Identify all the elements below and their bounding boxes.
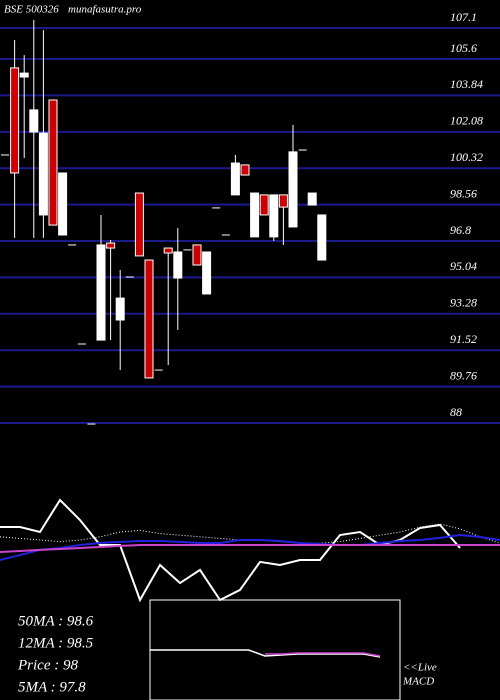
- y-tick-label: 102.08: [450, 114, 483, 128]
- stat-label: 12MA : 98.5: [18, 635, 94, 651]
- y-tick-label: 89.76: [450, 368, 477, 382]
- y-tick-label: 88: [450, 405, 462, 419]
- candle-body: [19, 72, 29, 78]
- candle-body: [144, 259, 154, 379]
- candle-body: [134, 192, 144, 257]
- candle-body: [29, 109, 39, 133]
- candle-body: [115, 297, 125, 321]
- candle-body: [288, 151, 298, 228]
- candle-body: [106, 242, 116, 249]
- y-tick-label: 96.8: [450, 223, 471, 237]
- y-tick-label: 91.52: [450, 332, 477, 346]
- y-tick-label: 95.04: [450, 259, 477, 273]
- y-tick-label: 105.6: [450, 41, 477, 55]
- macd-line: [265, 652, 381, 657]
- candle-body: [10, 67, 20, 174]
- stat-label: 5MA : 97.8: [18, 679, 86, 695]
- candle-body: [250, 192, 260, 238]
- candle-body: [96, 244, 106, 341]
- macd-label: MACD: [402, 676, 434, 688]
- stat-label: Price : 98: [17, 657, 78, 673]
- candle-body: [202, 251, 212, 295]
- macd-line: [150, 649, 381, 658]
- candle-body: [38, 132, 48, 216]
- site-name: munafasutra.pro: [68, 4, 142, 16]
- candle-body: [240, 164, 250, 176]
- stat-label: 50MA : 98.6: [18, 613, 94, 629]
- y-tick-label: 93.28: [450, 296, 477, 310]
- y-tick-label: 98.56: [450, 186, 477, 200]
- candle-body: [259, 194, 269, 216]
- y-tick-label: 100.32: [450, 150, 483, 164]
- candle-body: [230, 162, 240, 196]
- candle-body: [317, 214, 327, 261]
- candle-body: [269, 194, 279, 238]
- candle-body: [173, 251, 183, 279]
- indicator-line: [0, 543, 500, 553]
- y-tick-label: 107.1: [450, 10, 477, 24]
- candle-body: [278, 194, 288, 208]
- macd-label: <<Live: [403, 662, 437, 674]
- chart-title: BSE 500326: [4, 4, 59, 16]
- candle-body: [307, 192, 317, 206]
- indicator-line: [0, 534, 500, 561]
- candle-body: [163, 247, 173, 254]
- candle-body: [58, 172, 68, 236]
- candle-body: [48, 99, 58, 226]
- candle-body: [192, 244, 202, 266]
- y-tick-label: 103.84: [450, 77, 483, 91]
